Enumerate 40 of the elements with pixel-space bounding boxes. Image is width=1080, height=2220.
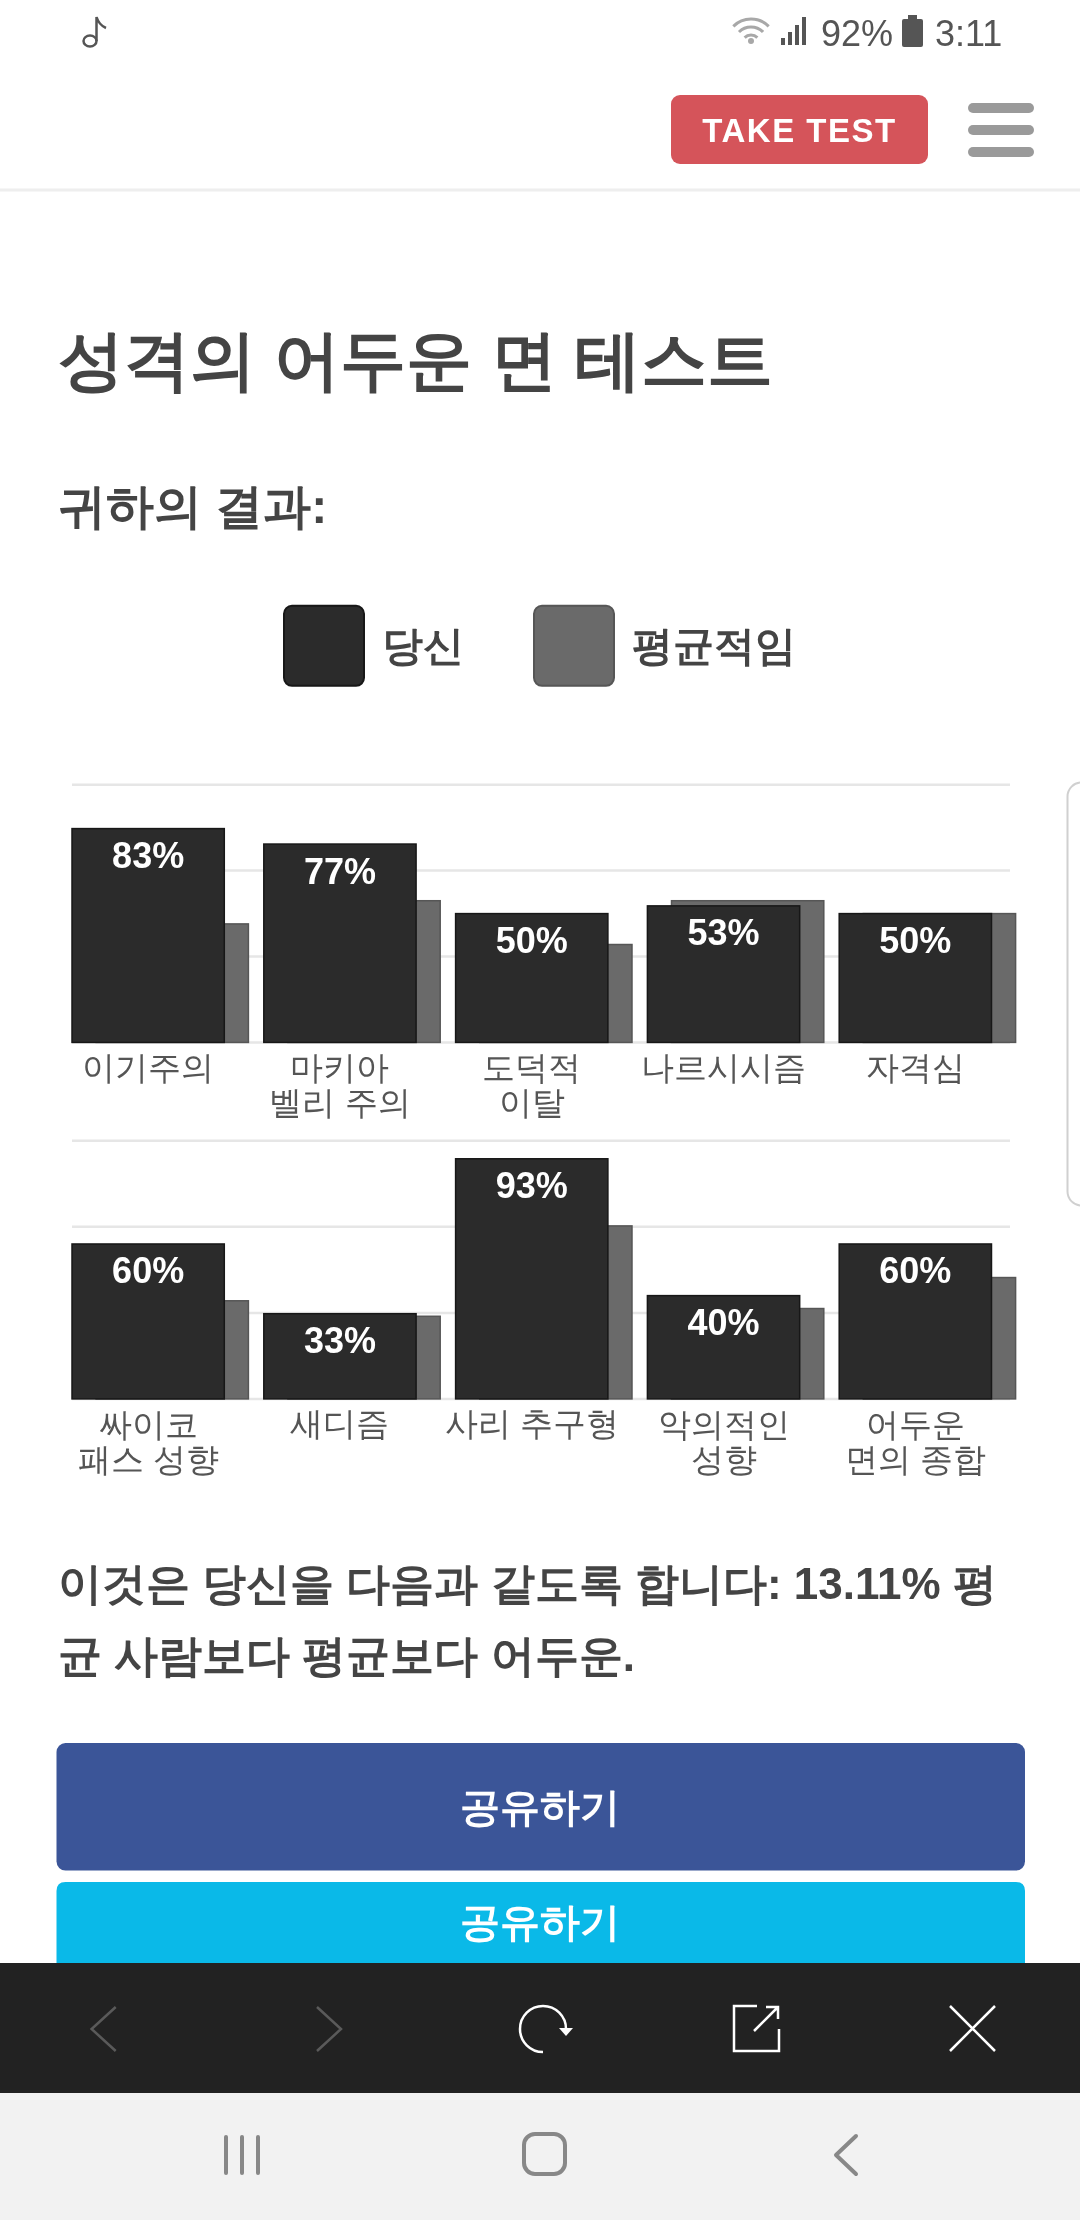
- bar: [838, 912, 993, 1044]
- text: 공유하기: [460, 1900, 620, 1944]
- bar: [646, 1294, 801, 1400]
- x-tick-label: 악의적인 성향: [657, 1405, 790, 1478]
- legend-label: 평균적임: [632, 622, 796, 669]
- data-label: 77%: [303, 850, 376, 892]
- text: 공유하기: [460, 1785, 620, 1829]
- bar: [71, 1243, 226, 1400]
- data-label: 50%: [879, 920, 952, 962]
- bar: [263, 843, 417, 1044]
- legend-label: 당신: [382, 622, 464, 669]
- data-label: 83%: [112, 835, 185, 877]
- x-tick-label: 마키아 벨리 주의: [269, 1048, 411, 1121]
- bar: [454, 1158, 609, 1400]
- bar: [263, 1312, 417, 1400]
- data-label: 60%: [112, 1250, 185, 1292]
- text: TAKE TEST: [702, 111, 897, 149]
- x-tick-label: 자격심: [865, 1048, 965, 1086]
- x-tick-label: 새디즘: [290, 1405, 390, 1443]
- bar: [838, 1243, 993, 1400]
- x-tick-label: 사리 추구형: [444, 1405, 619, 1443]
- data-label: 60%: [879, 1250, 952, 1292]
- data-label: 33%: [303, 1320, 376, 1362]
- x-tick-label: 나르시시즘: [641, 1048, 807, 1086]
- text: 이것은 당신을 다음과 같도록 합니다: 13.11% 평균 사람보다 평균보다 어두운.: [58, 1558, 998, 1682]
- x-tick-label: 도덕적 이탈: [482, 1048, 582, 1121]
- data-label: 93%: [495, 1165, 568, 1207]
- chart-subtitle: 귀하의 결과:: [58, 480, 328, 534]
- data-label: 53%: [687, 912, 760, 954]
- bar: [454, 912, 609, 1044]
- x-tick-label: 싸이코 패스 성향: [77, 1405, 219, 1478]
- data-label: 50%: [495, 920, 568, 962]
- bar: [646, 905, 801, 1044]
- text: 3:11: [935, 12, 1003, 54]
- x-tick-label: 이기주의: [82, 1048, 215, 1086]
- text: 92%: [820, 12, 893, 54]
- data-label: 40%: [687, 1302, 760, 1344]
- bar: [71, 827, 226, 1044]
- x-tick-label: 어두운 면의 종합: [844, 1405, 986, 1478]
- chart-title: 성격의 어두운 면 테스트: [58, 322, 774, 397]
